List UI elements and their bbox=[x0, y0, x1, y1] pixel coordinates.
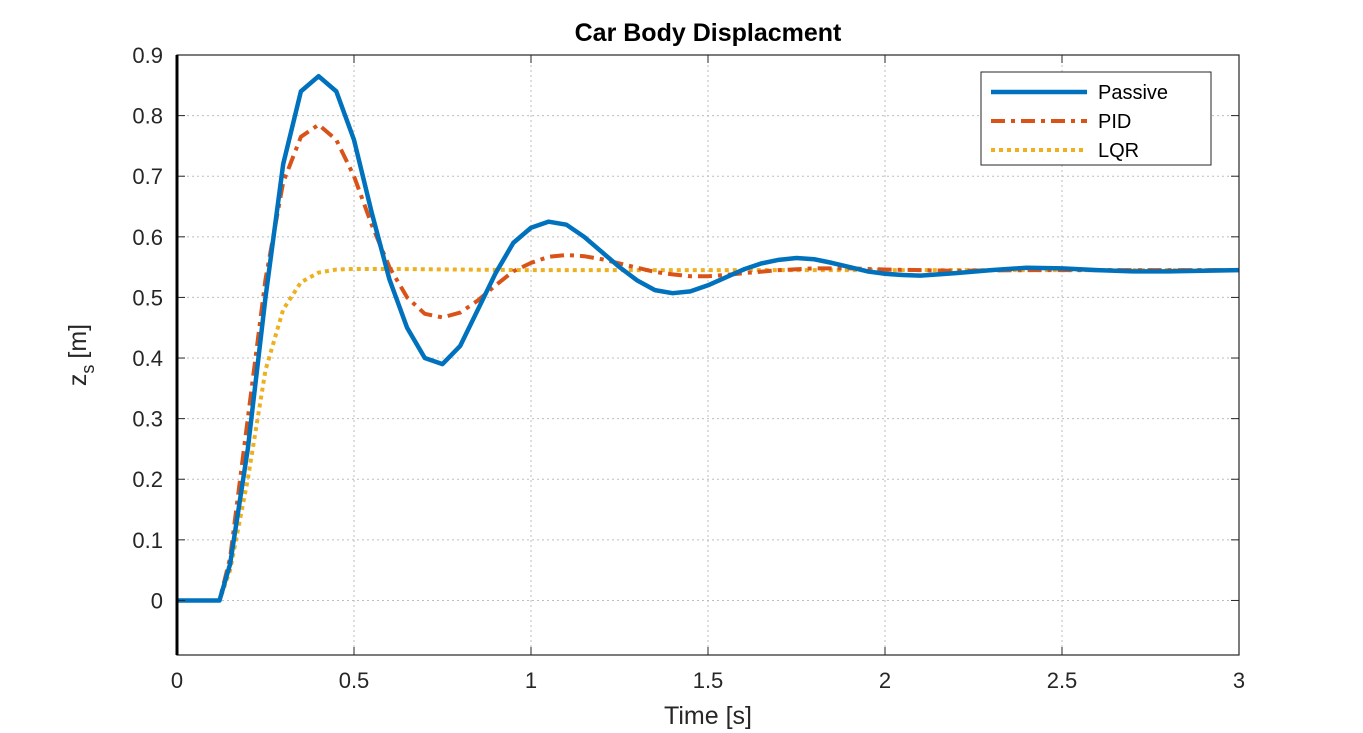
legend-label-passive: Passive bbox=[1098, 82, 1168, 104]
x-tick-label: 2.5 bbox=[1047, 668, 1078, 693]
axis-ticks: 0 0.5 1 1.5 2 2.5 3 0 0.1 0.2 0.3 0.4 0.5 0.6 0.7 0.8 0.… bbox=[132, 43, 1245, 693]
y-tick-label: 0.7 bbox=[132, 164, 163, 189]
chart-title: Car Body Displacment bbox=[575, 19, 842, 47]
legend-box bbox=[980, 71, 1212, 166]
x-tick-label: 0 bbox=[171, 668, 183, 693]
x-tick-label: 1 bbox=[525, 668, 537, 693]
x-axis-label: Time [s] bbox=[664, 702, 752, 730]
x-tick-label: 2 bbox=[879, 668, 891, 693]
legend: Passive PID LQR bbox=[980, 71, 1212, 166]
y-tick-label: 0.6 bbox=[132, 225, 163, 250]
y-tick-label: 0.4 bbox=[132, 346, 163, 371]
grid bbox=[176, 54, 1240, 655]
series-lines bbox=[177, 73, 1240, 603]
y-tick-label: 0.9 bbox=[132, 43, 163, 68]
legend-label-lqr: LQR bbox=[1098, 140, 1139, 162]
y-tick-label: 0 bbox=[151, 588, 163, 613]
series-line-passive bbox=[177, 73, 1240, 603]
legend-label-pid: PID bbox=[1098, 111, 1131, 133]
x-tick-label: 0.5 bbox=[339, 668, 370, 693]
x-tick-label: 3 bbox=[1233, 668, 1245, 693]
y-axis-label-symbol: z bbox=[64, 374, 92, 387]
y-tick-label: 0.1 bbox=[132, 528, 163, 553]
x-tick-label: 1.5 bbox=[693, 668, 724, 693]
y-tick-label: 0.2 bbox=[132, 467, 163, 492]
y-tick-label: 0.8 bbox=[132, 104, 163, 129]
series-line-pid bbox=[177, 122, 1239, 603]
y-axis-label-subscript: s bbox=[78, 365, 98, 374]
y-tick-label: 0.3 bbox=[132, 407, 163, 432]
y-tick-label: 0.5 bbox=[132, 285, 163, 310]
y-axis-label-unit: [m] bbox=[64, 324, 92, 359]
y-axis-label: zs [m] bbox=[64, 324, 98, 386]
